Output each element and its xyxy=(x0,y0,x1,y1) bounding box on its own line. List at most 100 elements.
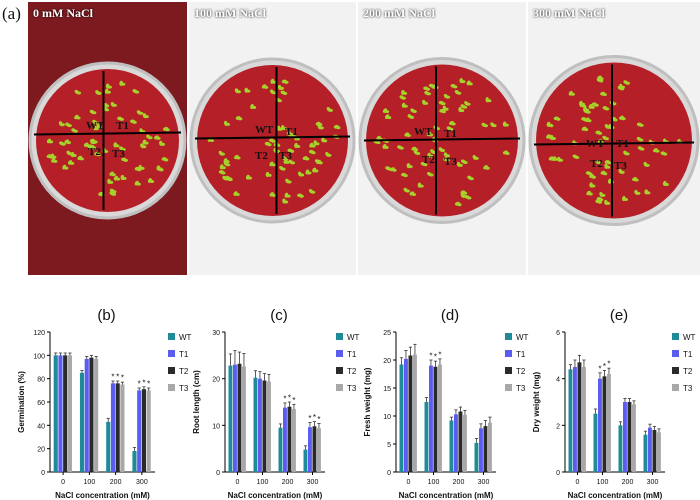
x-axis-label: NaCl concentration (mM) xyxy=(55,491,150,500)
bar xyxy=(287,406,292,472)
legend-swatch xyxy=(336,333,343,340)
seedling xyxy=(399,146,404,150)
seedling xyxy=(115,144,120,148)
seedling xyxy=(620,170,625,174)
seedling xyxy=(220,152,225,156)
seedling xyxy=(144,141,149,145)
y-tick-label: 20 xyxy=(212,377,220,384)
seedling xyxy=(48,140,54,144)
seedling xyxy=(299,173,305,177)
legend-label: WT xyxy=(683,333,696,342)
panel-a-letter: (a) xyxy=(2,4,21,23)
seedling xyxy=(52,155,57,159)
seedling xyxy=(236,156,241,160)
seedling xyxy=(384,145,389,149)
seedling xyxy=(588,192,593,196)
seedling xyxy=(123,158,129,162)
quadrant-label-t3: T3 xyxy=(444,156,457,168)
seedling xyxy=(96,153,101,157)
bar xyxy=(253,377,258,472)
seedling xyxy=(227,177,232,181)
seedling xyxy=(445,154,450,158)
seedling xyxy=(591,175,596,179)
seedling xyxy=(94,127,99,131)
x-tick-label: 0 xyxy=(407,479,411,486)
bar xyxy=(262,380,267,472)
quadrant-label-t3: T3 xyxy=(279,150,292,162)
seedling xyxy=(597,131,603,135)
seedling xyxy=(485,166,490,170)
seedling xyxy=(406,133,411,137)
seedling xyxy=(287,180,292,184)
bar xyxy=(463,414,467,472)
seedling xyxy=(411,192,417,196)
legend-label: T3 xyxy=(179,384,189,393)
seedling xyxy=(640,147,645,151)
seedling xyxy=(156,136,161,140)
seedling xyxy=(149,179,155,183)
seedling xyxy=(469,177,474,181)
quadrant-divider-horizontal xyxy=(363,137,521,142)
seedling xyxy=(403,104,408,108)
bar xyxy=(237,363,242,472)
seedling xyxy=(277,99,282,103)
bar xyxy=(258,378,262,472)
seedling xyxy=(462,191,468,195)
petri-dish-drawing xyxy=(189,2,356,275)
seedling xyxy=(111,173,116,177)
legend-label: T3 xyxy=(347,384,357,393)
seedling xyxy=(466,102,471,106)
seedling xyxy=(451,122,456,126)
seedling xyxy=(236,90,241,94)
bar xyxy=(233,364,237,472)
seedling xyxy=(283,200,289,204)
seedling xyxy=(551,137,556,141)
seedling xyxy=(423,163,428,167)
legend-label: T2 xyxy=(516,367,526,376)
bar xyxy=(648,427,652,472)
seedling xyxy=(138,111,144,115)
bar xyxy=(242,366,246,472)
seedling xyxy=(97,91,102,95)
bar xyxy=(577,362,582,472)
bar xyxy=(632,404,636,472)
seedling xyxy=(504,123,509,127)
plate-label: 100 mM NaCl xyxy=(194,6,266,20)
petri-plate-200: 200 mM NaCl WT T1 T2 T3 xyxy=(358,2,526,275)
significance-mark: * xyxy=(288,394,291,403)
bar xyxy=(483,426,488,472)
seedling xyxy=(73,129,78,133)
seedling xyxy=(311,144,316,148)
seedling xyxy=(279,86,284,90)
seedling xyxy=(634,178,639,182)
petri-plate-0: 0 mM NaCl WT T1 T2 T3 xyxy=(28,2,187,275)
seedling xyxy=(299,194,304,198)
legend-swatch xyxy=(168,367,175,374)
x-tick-label: 200 xyxy=(622,479,634,486)
seedling xyxy=(409,115,415,119)
seedling xyxy=(103,149,109,153)
seedling xyxy=(267,173,272,177)
bar xyxy=(433,366,438,472)
seedling xyxy=(392,168,397,172)
significance-mark: * xyxy=(292,396,295,405)
legend-swatch xyxy=(505,333,512,340)
bar xyxy=(79,372,85,472)
legend-swatch xyxy=(168,350,175,357)
seedling xyxy=(570,92,575,96)
seedling xyxy=(598,79,604,83)
legend-swatch xyxy=(672,333,679,340)
bar xyxy=(267,381,271,472)
seedling xyxy=(601,193,606,197)
bar xyxy=(312,426,317,472)
seedling xyxy=(602,93,607,97)
seedling xyxy=(621,117,626,121)
seedling xyxy=(662,152,668,156)
seedling xyxy=(505,151,510,155)
seedling xyxy=(284,80,289,84)
seedling xyxy=(159,168,164,172)
y-tick-label: 15 xyxy=(383,386,391,393)
significance-mark: * xyxy=(121,374,124,383)
seedling xyxy=(76,91,82,95)
seedling xyxy=(67,124,72,128)
